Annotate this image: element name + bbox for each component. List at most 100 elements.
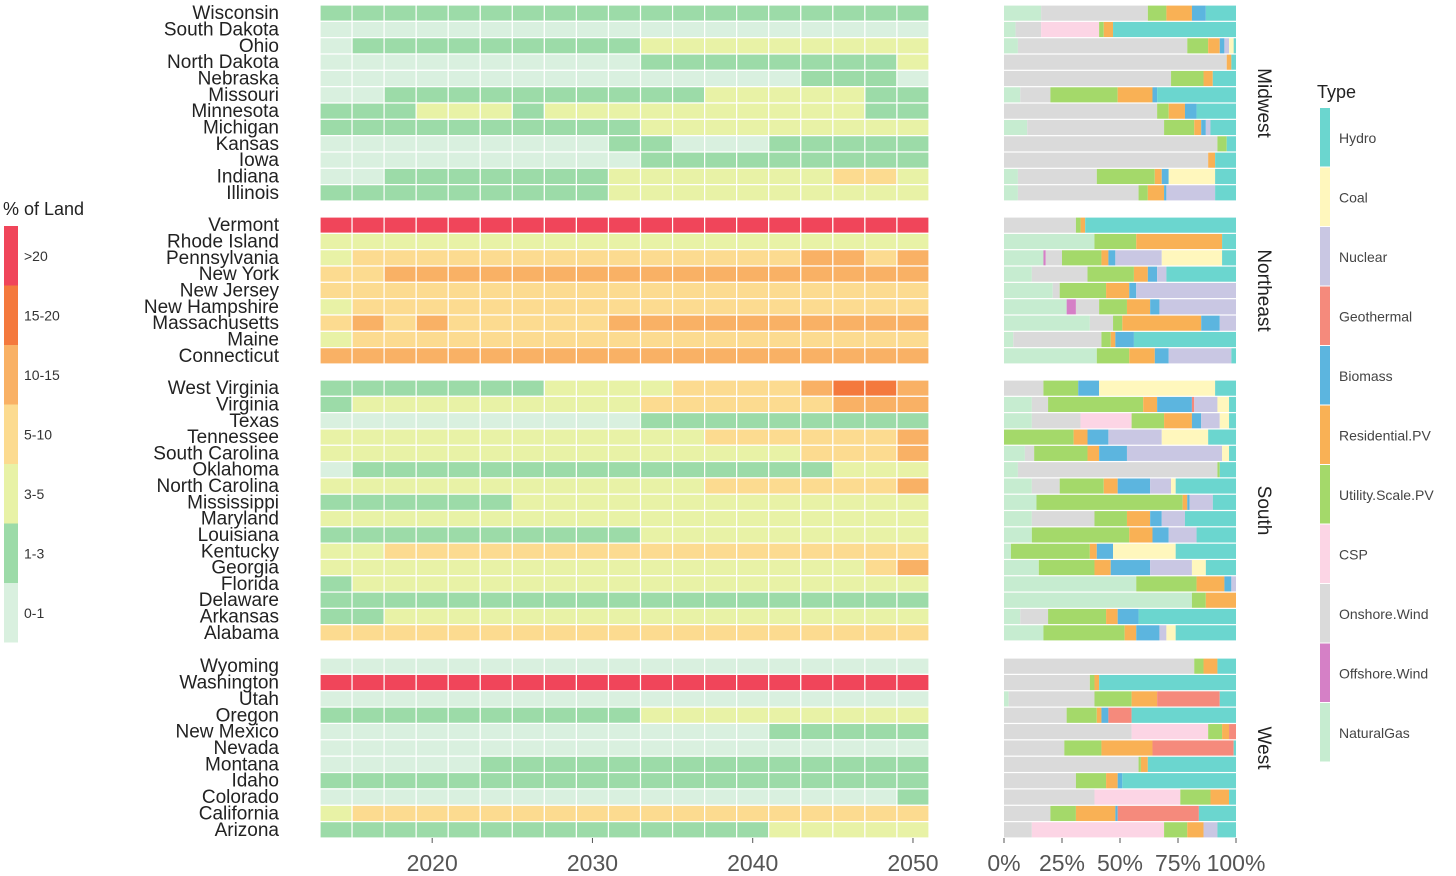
share-seg-south-dakota-csp xyxy=(1041,21,1100,38)
type-legend-key-naturalgas xyxy=(1320,703,1330,762)
heat-tile-minnesota-2044 xyxy=(800,102,834,120)
share-seg-new-york-onshore-wind xyxy=(1031,266,1088,282)
share-seg-oklahoma-hydro xyxy=(1219,462,1236,478)
heat-tile-north-carolina-2028 xyxy=(543,477,578,495)
heat-tile-mississippi-2042 xyxy=(768,493,802,512)
heat-tile-illinois-2044 xyxy=(800,184,834,202)
heat-tile-south-dakota-2028 xyxy=(543,20,578,39)
share-seg-texas-hydro xyxy=(1229,413,1236,429)
heat-tile-minnesota-2030 xyxy=(575,102,610,120)
share-seg-nevada-onshore-wind xyxy=(1004,740,1065,756)
heat-tile-tennessee-2026 xyxy=(511,428,545,446)
heat-tile-south-dakota-2036 xyxy=(671,20,706,39)
heat-tile-alabama-2046 xyxy=(832,624,866,642)
share-seg-florida-naturalgas xyxy=(1004,576,1137,592)
share-seg-connecticut-biomass xyxy=(1154,348,1169,364)
share-seg-california-residential-pv xyxy=(1075,805,1116,822)
heat-tile-new-hampshire-2018 xyxy=(383,298,417,316)
heat-tile-massachusetts-2038 xyxy=(704,314,738,332)
heat-tile-nevada-2044 xyxy=(800,739,834,757)
share-seg-colorado-utility-scale-pv xyxy=(1180,789,1211,805)
heat-tile-south-carolina-2042 xyxy=(768,444,802,463)
heat-tile-connecticut-2018 xyxy=(383,347,417,365)
heat-tile-iowa-2030 xyxy=(575,151,610,169)
state-label-connecticut: Connecticut xyxy=(179,346,280,367)
heat-tile-pennsylvania-2026 xyxy=(511,249,545,267)
heat-tile-arizona-2038 xyxy=(704,821,738,839)
heat-tile-utah-2028 xyxy=(543,690,578,708)
heat-tile-ohio-2026 xyxy=(511,37,545,55)
heat-tile-north-carolina-2026 xyxy=(511,477,545,495)
share-seg-new-mexico-csp xyxy=(1131,724,1209,740)
share-seg-oregon-hydro xyxy=(1131,707,1236,723)
heat-tile-north-carolina-2038 xyxy=(704,477,738,495)
share-seg-ohio-utility-scale-pv xyxy=(1187,38,1209,54)
heat-tile-oklahoma-2014 xyxy=(319,460,353,479)
share-seg-indiana-residential-pv xyxy=(1154,168,1162,185)
state-label-tennessee: Tennessee xyxy=(187,427,279,448)
share-seg-south-carolina-biomass xyxy=(1099,445,1127,461)
heat-tile-north-carolina-2046 xyxy=(832,477,866,495)
heat-tile-texas-2020 xyxy=(415,412,449,430)
heat-tile-louisiana-2034 xyxy=(639,526,674,544)
type-legend-key-geothermal xyxy=(1320,286,1330,345)
heat-tile-massachusetts-2042 xyxy=(768,314,802,332)
share-seg-north-carolina-nuclear xyxy=(1150,478,1172,494)
share-seg-maryland-nuclear xyxy=(1161,511,1185,527)
share-seg-wisconsin-residential-pv xyxy=(1166,5,1192,21)
heat-tile-iowa-2016 xyxy=(351,151,385,169)
heat-tile-ohio-2028 xyxy=(543,37,578,55)
state-label-missouri: Missouri xyxy=(208,85,279,106)
heat-tile-missouri-2050 xyxy=(896,86,930,104)
heat-tile-massachusetts-2050 xyxy=(896,314,930,332)
share-seg-oklahoma-onshore-wind xyxy=(1017,462,1218,478)
land-legend-label-0-1: 0-1 xyxy=(24,605,44,621)
share-seg-south-carolina-naturalgas xyxy=(1004,445,1025,461)
heat-tile-oregon-2050 xyxy=(896,706,930,725)
heat-tile-kentucky-2030 xyxy=(575,542,610,561)
share-seg-nebraska-residential-pv xyxy=(1203,70,1213,87)
land-legend-key-3-5 xyxy=(4,464,18,524)
heat-tile-texas-2046 xyxy=(832,412,866,430)
heat-tile-wisconsin-2016 xyxy=(351,4,385,22)
heat-tile-florida-2030 xyxy=(575,575,610,593)
heat-tile-south-carolina-2034 xyxy=(639,444,674,463)
heat-tile-colorado-2018 xyxy=(383,788,417,806)
share-seg-idaho-hydro xyxy=(1122,773,1236,789)
heat-tile-new-jersey-2042 xyxy=(768,281,802,300)
share-seg-texas-nuclear xyxy=(1201,413,1220,429)
heat-tile-north-carolina-2020 xyxy=(415,477,449,495)
share-seg-virginia-geothermal xyxy=(1191,396,1195,413)
heat-tile-south-carolina-2014 xyxy=(319,444,353,463)
heat-tile-oklahoma-2020 xyxy=(415,460,449,479)
share-seg-minnesota-residential-pv xyxy=(1168,103,1185,119)
heat-tile-delaware-2042 xyxy=(768,591,802,609)
heat-tile-indiana-2038 xyxy=(704,167,738,186)
heat-tile-alabama-2024 xyxy=(479,624,513,642)
heat-tile-washington-2044 xyxy=(800,673,834,692)
heat-tile-colorado-2036 xyxy=(671,788,706,806)
share-seg-wyoming-utility-scale-pv xyxy=(1194,658,1204,674)
share-seg-louisiana-biomass xyxy=(1152,527,1169,543)
heat-tile-nevada-2018 xyxy=(383,739,417,757)
heat-tile-michigan-2040 xyxy=(736,118,770,137)
heat-tile-louisiana-2030 xyxy=(575,526,610,544)
heat-tile-alabama-2028 xyxy=(543,624,578,642)
heat-tile-new-hampshire-2048 xyxy=(864,298,898,316)
heat-tile-florida-2018 xyxy=(383,575,417,593)
heat-tile-florida-2032 xyxy=(607,575,642,593)
heat-tile-ohio-2036 xyxy=(671,37,706,55)
heat-tile-south-carolina-2036 xyxy=(671,444,706,463)
share-seg-north-carolina-naturalgas xyxy=(1004,478,1032,494)
type-legend-key-csp xyxy=(1320,524,1330,583)
heat-tile-massachusetts-2044 xyxy=(800,314,834,332)
heat-tile-washington-2032 xyxy=(607,673,642,692)
share-seg-maryland-utility-scale-pv xyxy=(1094,511,1127,527)
heat-tile-arkansas-2018 xyxy=(383,607,417,626)
share-seg-georgia-residential-pv xyxy=(1094,560,1111,576)
heat-tile-nebraska-2046 xyxy=(832,69,866,88)
state-label-colorado: Colorado xyxy=(202,787,279,808)
heat-tile-north-carolina-2044 xyxy=(800,477,834,495)
heat-tile-kansas-2014 xyxy=(319,135,353,153)
heat-tile-florida-2016 xyxy=(351,575,385,593)
